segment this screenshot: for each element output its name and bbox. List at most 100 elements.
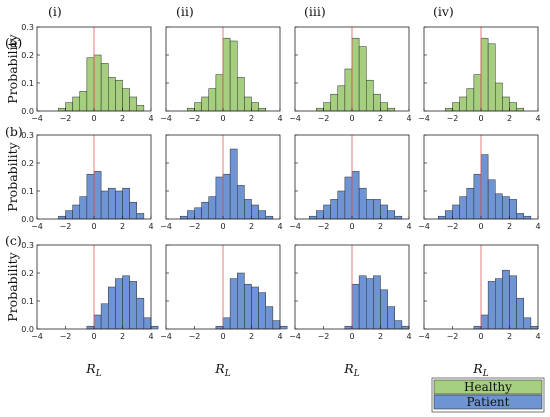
bar bbox=[180, 215, 188, 220]
x-tick-label: −4 bbox=[31, 114, 43, 123]
x-tick-label: 2 bbox=[249, 332, 254, 341]
x-tick-label: −4 bbox=[31, 222, 43, 231]
x-tick-label: 2 bbox=[507, 114, 512, 123]
x-tick-label: −2 bbox=[60, 222, 72, 231]
bar bbox=[79, 91, 88, 112]
bar bbox=[215, 176, 224, 220]
bar bbox=[86, 173, 95, 220]
bar bbox=[466, 88, 475, 112]
bar bbox=[373, 93, 381, 112]
legend-label-patient: Patient bbox=[466, 395, 509, 409]
x-tick-label: −2 bbox=[60, 114, 72, 123]
bar bbox=[330, 199, 338, 220]
bar bbox=[100, 303, 109, 330]
bar bbox=[373, 275, 381, 330]
bar bbox=[316, 210, 324, 220]
x-tick-label: 4 bbox=[535, 332, 540, 341]
x-tick-label: −2 bbox=[447, 114, 459, 123]
bar bbox=[452, 204, 460, 220]
x-tick-label: 0 bbox=[220, 114, 225, 123]
bar bbox=[351, 171, 360, 220]
bar bbox=[366, 199, 374, 220]
bar bbox=[495, 82, 503, 112]
x-tick-label: 2 bbox=[120, 222, 125, 231]
bar bbox=[237, 77, 245, 112]
row-label-c: (c) bbox=[5, 233, 22, 248]
bar bbox=[309, 215, 317, 220]
bar bbox=[136, 297, 145, 330]
bar bbox=[244, 96, 252, 112]
x-tick-label: −2 bbox=[318, 332, 330, 341]
column-labels: (i) (ii) (iii) (iv) bbox=[48, 4, 454, 19]
bar bbox=[452, 102, 460, 112]
bar bbox=[229, 278, 238, 330]
bar bbox=[394, 215, 403, 220]
bar bbox=[244, 199, 252, 220]
x-tick-label: 2 bbox=[249, 114, 254, 123]
y-tick-label: 0.0 bbox=[21, 215, 34, 224]
bar bbox=[244, 283, 252, 330]
x-tick-label: −4 bbox=[418, 114, 430, 123]
bar bbox=[258, 210, 266, 220]
bar bbox=[108, 286, 116, 330]
bar bbox=[366, 79, 374, 112]
panel-a-iii: −4 −2 0 2 4 bbox=[289, 26, 412, 123]
x-tick-label: 0 bbox=[91, 332, 96, 341]
bar bbox=[358, 46, 367, 112]
bar bbox=[473, 74, 482, 112]
bar bbox=[215, 325, 224, 330]
x-tick-label: 2 bbox=[120, 114, 125, 123]
bar bbox=[366, 278, 374, 330]
bar bbox=[480, 37, 489, 112]
bar bbox=[150, 325, 159, 330]
row-label-b: (b) bbox=[5, 124, 23, 139]
column-label-ii: (ii) bbox=[176, 4, 194, 19]
bar bbox=[194, 102, 202, 112]
bar bbox=[316, 107, 324, 112]
bar bbox=[344, 68, 353, 112]
x-tick-label: 0 bbox=[220, 332, 225, 341]
x-tick-label: −4 bbox=[31, 332, 43, 341]
bar bbox=[143, 317, 152, 330]
bar bbox=[387, 107, 395, 112]
bar bbox=[330, 93, 338, 112]
bar bbox=[466, 187, 475, 220]
bar bbox=[187, 107, 195, 112]
bar bbox=[516, 297, 524, 330]
bar bbox=[79, 196, 88, 220]
legend: Healthy Patient bbox=[431, 377, 545, 413]
x-tick-label: 2 bbox=[378, 114, 383, 123]
bar bbox=[115, 79, 123, 112]
y-tick-label: 0.2 bbox=[21, 269, 34, 278]
x-tick-label: −2 bbox=[447, 222, 459, 231]
bar bbox=[351, 37, 360, 112]
x-tick-label: 0 bbox=[478, 114, 483, 123]
bar bbox=[337, 85, 346, 112]
x-tick-label: 2 bbox=[507, 332, 512, 341]
x-tick-label: −2 bbox=[189, 222, 201, 231]
y-tick-label: 0.2 bbox=[21, 51, 34, 60]
panel-b-iii: −4 −2 0 2 4 bbox=[289, 134, 412, 231]
bar bbox=[380, 289, 388, 330]
legend-label-healthy: Healthy bbox=[464, 380, 512, 394]
bar bbox=[373, 199, 381, 220]
bar bbox=[222, 173, 231, 220]
bar bbox=[201, 201, 209, 220]
x-tick-label: 0 bbox=[220, 222, 225, 231]
bar bbox=[495, 193, 503, 220]
x-tick-label: 4 bbox=[148, 332, 153, 341]
x-tick-label: 2 bbox=[249, 222, 254, 231]
x-tick-label: −4 bbox=[418, 332, 430, 341]
x-tick-label: −2 bbox=[318, 222, 330, 231]
x-tick-label: 4 bbox=[277, 114, 282, 123]
bar bbox=[344, 325, 353, 330]
x-tick-label: 4 bbox=[406, 114, 411, 123]
column-label-i: (i) bbox=[48, 4, 62, 19]
bar bbox=[459, 96, 467, 112]
x-tick-label: −2 bbox=[60, 332, 72, 341]
x-tick-label: 2 bbox=[507, 222, 512, 231]
bar bbox=[215, 74, 224, 112]
bar bbox=[86, 57, 95, 112]
bar bbox=[65, 210, 73, 220]
